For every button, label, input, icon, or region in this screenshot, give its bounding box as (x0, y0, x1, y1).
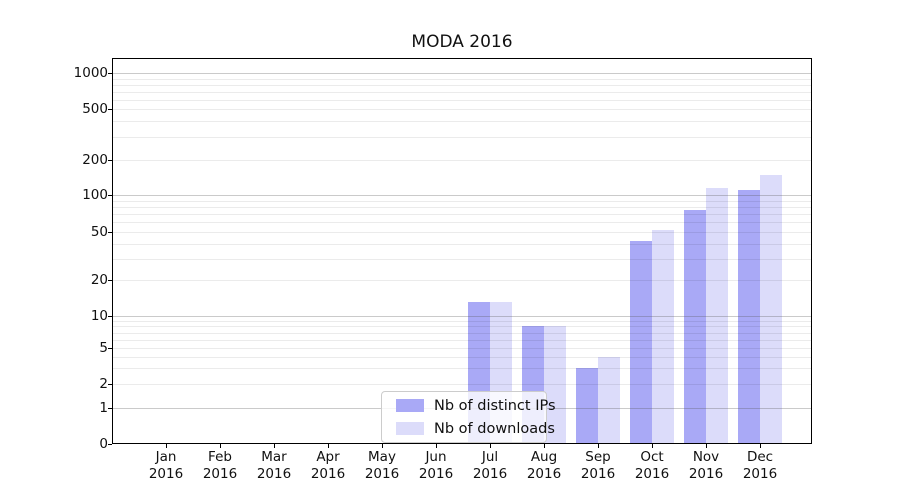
gridline-minor (113, 206, 811, 208)
gridline-minor (113, 121, 811, 123)
gridline-minor (113, 368, 811, 370)
x-tick-mark (436, 444, 437, 448)
x-tick-label: Apr 2016 (310, 449, 346, 482)
gridline-minor (113, 84, 811, 86)
x-tick-mark (166, 444, 167, 448)
gridline-minor (113, 348, 811, 349)
legend-item: Nb of downloads (396, 419, 555, 438)
x-tick-label: Sep 2016 (580, 449, 616, 482)
x-tick-mark (220, 444, 221, 448)
y-tick-label: 0 (99, 436, 108, 452)
x-tick-label: Dec 2016 (742, 449, 778, 482)
axis-spine-right (811, 58, 812, 444)
gridline-minor (113, 326, 811, 328)
x-tick-mark (760, 444, 761, 448)
gridline-minor (113, 200, 811, 202)
y-tick-mark (108, 73, 112, 74)
x-tick-label: Oct 2016 (634, 449, 670, 482)
gridline-minor (113, 332, 811, 334)
bar-sep-downloads (598, 356, 620, 443)
y-tick-label: 2 (99, 376, 108, 392)
gridline-minor (113, 91, 811, 93)
gridline-major (113, 195, 811, 196)
chart-title: MODA 2016 (411, 32, 513, 52)
legend-label: Nb of downloads (434, 420, 555, 437)
y-tick-label: 100 (82, 187, 108, 203)
x-tick-label: Jun 2016 (418, 449, 454, 482)
x-tick-label: Jul 2016 (472, 449, 508, 482)
gridline-minor (113, 356, 811, 358)
bar-oct-downloads (652, 229, 674, 443)
x-tick-label: Jan 2016 (148, 449, 184, 482)
legend-label: Nb of distinct IPs (434, 397, 556, 414)
gridline-minor (113, 222, 811, 224)
bar-nov-downloads (706, 187, 728, 443)
gridline-minor (113, 243, 811, 245)
bar-nov-ips (684, 210, 706, 443)
gridline-minor (113, 384, 811, 385)
y-tick-label: 200 (82, 152, 108, 168)
x-tick-label: Mar 2016 (256, 449, 292, 482)
axis-spine-bottom (112, 443, 812, 444)
x-tick-mark (328, 444, 329, 448)
x-tick-mark (544, 444, 545, 448)
bar-dec-downloads (760, 174, 782, 443)
y-tick-mark (108, 316, 112, 317)
axis-spine-top (112, 58, 812, 59)
y-tick-label: 1 (99, 400, 108, 416)
y-tick-label: 5 (99, 340, 108, 356)
gridline-minor (113, 339, 811, 341)
x-tick-mark (652, 444, 653, 448)
x-tick-mark (598, 444, 599, 448)
y-tick-label: 1000 (73, 65, 108, 81)
bar-sep-ips (576, 368, 598, 443)
gridline-minor (113, 78, 811, 80)
gridline-major (113, 73, 811, 74)
gridline-minor (113, 214, 811, 215)
plot-area (108, 58, 812, 448)
y-tick-label: 500 (82, 101, 108, 117)
x-tick-label: Nov 2016 (688, 449, 724, 482)
legend: Nb of distinct IPs Nb of downloads (381, 391, 556, 443)
gridline-minor (113, 258, 811, 260)
x-tick-label: Aug 2016 (526, 449, 562, 482)
y-tick-label: 10 (90, 308, 108, 324)
y-tick-mark (108, 348, 112, 349)
x-tick-label: Feb 2016 (202, 449, 238, 482)
y-tick-label: 20 (90, 272, 108, 288)
gridline-minor (113, 280, 811, 281)
y-tick-mark (108, 160, 112, 161)
y-tick-mark (108, 384, 112, 385)
axis-spine-left (112, 58, 113, 444)
y-tick-mark (108, 195, 112, 196)
y-tick-mark (108, 408, 112, 409)
legend-swatch-distinct-ips (396, 399, 424, 412)
x-tick-label: May 2016 (364, 449, 400, 482)
x-tick-mark (382, 444, 383, 448)
gridline-minor (113, 137, 811, 139)
gridline-minor (113, 232, 811, 233)
x-tick-mark (274, 444, 275, 448)
gridline-minor (113, 320, 811, 322)
legend-swatch-downloads (396, 422, 424, 435)
y-tick-mark (108, 444, 112, 445)
bar-dec-ips (738, 190, 760, 443)
y-tick-mark (108, 280, 112, 281)
x-tick-mark (706, 444, 707, 448)
y-tick-label: 50 (90, 224, 108, 240)
gridline-minor (113, 109, 811, 110)
bar-aug-downloads (544, 326, 566, 443)
y-tick-mark (108, 232, 112, 233)
gridline-major (113, 316, 811, 317)
bar-oct-ips (630, 241, 652, 443)
legend-item: Nb of distinct IPs (396, 396, 556, 415)
y-tick-mark (108, 109, 112, 110)
x-tick-mark (490, 444, 491, 448)
gridline-minor (113, 160, 811, 161)
gridline-minor (113, 99, 811, 101)
